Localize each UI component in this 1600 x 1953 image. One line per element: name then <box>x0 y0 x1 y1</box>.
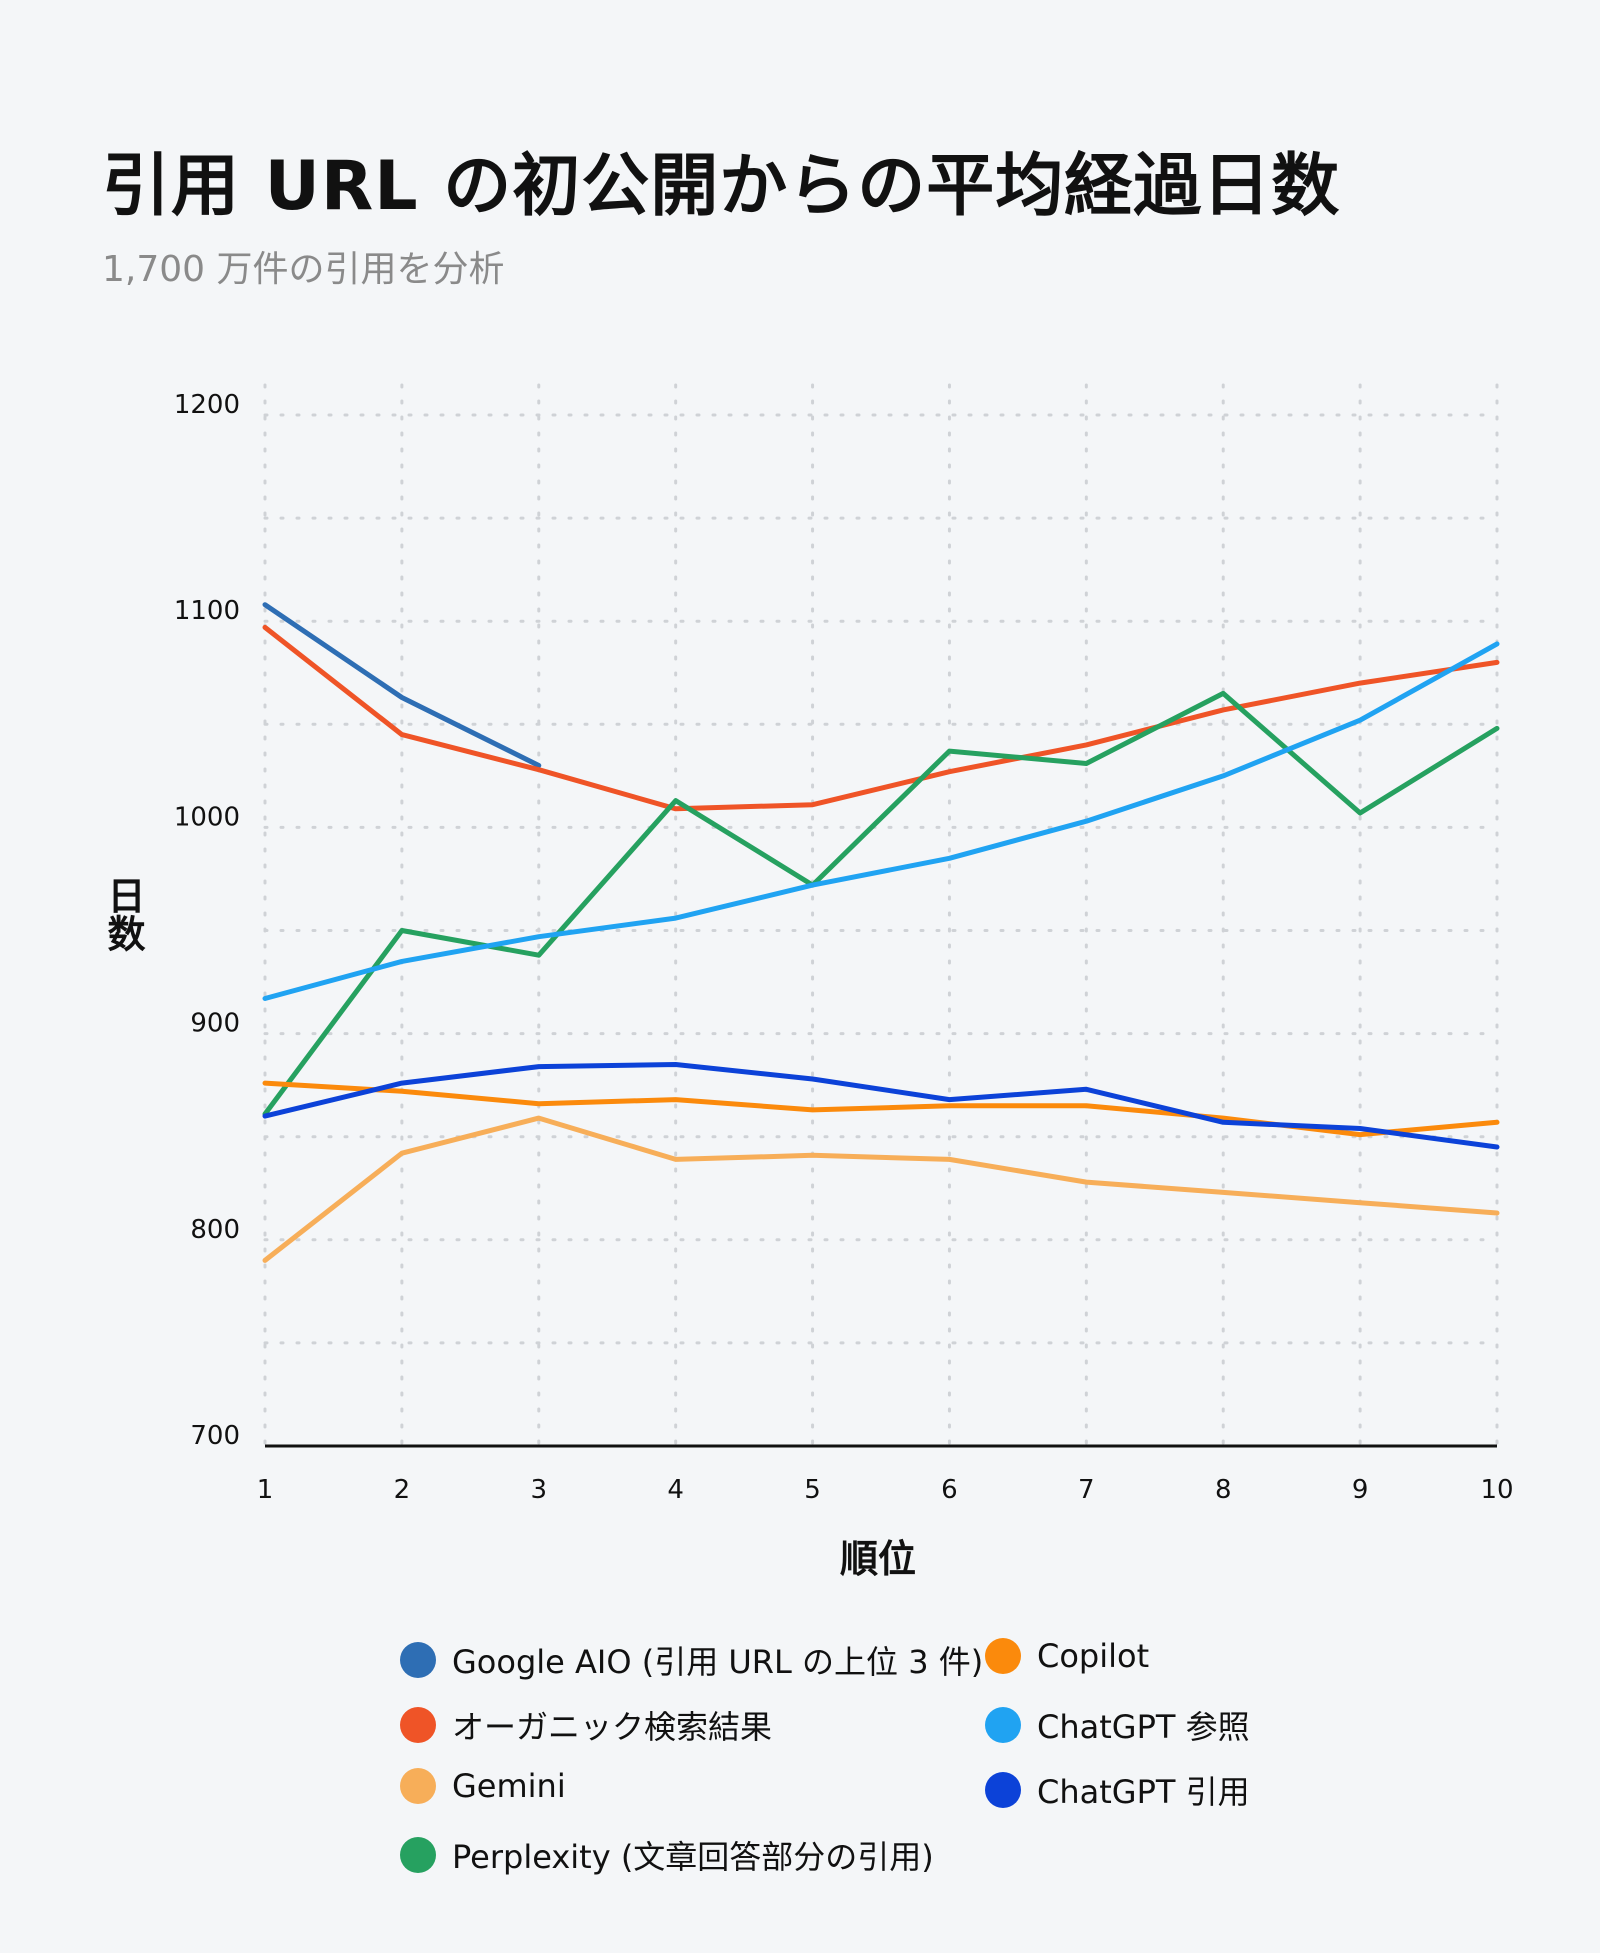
chart-title: 引用 URL の初公開からの平均経過日数 <box>102 147 1341 226</box>
series-line-4 <box>262 690 1500 1117</box>
x-axis-label: 順位 <box>840 1537 917 1581</box>
chart-subtitle: 1,700 万件の引用を分析 <box>102 249 505 290</box>
series-line-2 <box>262 624 1500 812</box>
x-tick-label: 9 <box>1352 1475 1369 1505</box>
x-tick-label: 3 <box>531 1475 548 1505</box>
x-tick-label: 6 <box>941 1475 958 1505</box>
y-tick-label: 1200 <box>174 390 240 420</box>
y-tick-label: 800 <box>190 1215 240 1245</box>
y-tick-label: 1000 <box>174 802 240 832</box>
series-line-6 <box>262 641 1500 1001</box>
series-line-3 <box>262 1115 1500 1263</box>
series-line-7 <box>262 1062 1500 1150</box>
x-tick-label: 1 <box>257 1475 274 1505</box>
x-tick-label: 7 <box>1078 1475 1095 1505</box>
x-tick-label: 8 <box>1215 1475 1232 1505</box>
series-line-1 <box>262 602 542 768</box>
x-tick-label: 10 <box>1480 1475 1513 1505</box>
y-tick-label: 1100 <box>174 596 240 626</box>
x-tick-label: 5 <box>804 1475 821 1505</box>
y-tick-label: 700 <box>190 1421 240 1451</box>
x-tick-label: 2 <box>394 1475 411 1505</box>
x-tick-label: 4 <box>667 1475 684 1505</box>
y-tick-label: 900 <box>190 1009 240 1039</box>
y-axis-label: 日数 <box>101 876 145 952</box>
